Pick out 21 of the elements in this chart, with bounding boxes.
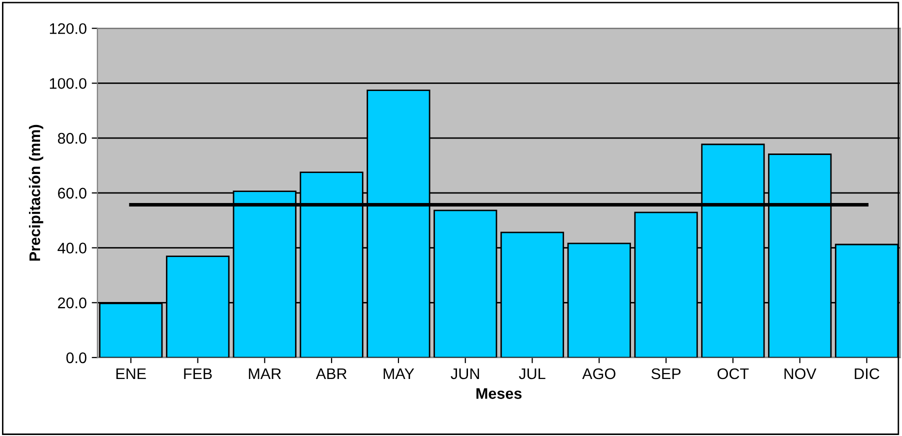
- x-tick-label: MAY: [384, 368, 414, 380]
- x-tick-label: ABR: [316, 368, 347, 380]
- x-tick-label: DIC: [854, 368, 880, 380]
- x-tick-label: SEP: [651, 368, 681, 380]
- y-tick-label: 40.0: [58, 242, 86, 254]
- x-tick-label: NOV: [784, 368, 816, 380]
- y-tick-label: 0.0: [66, 352, 86, 364]
- y-tick-label: 80.0: [58, 132, 86, 144]
- x-tick-label: ENE: [116, 368, 146, 380]
- x-tick-label: MAR: [248, 368, 281, 380]
- x-axis-title: Meses: [476, 388, 522, 399]
- y-tick-label: 60.0: [58, 188, 86, 199]
- y-tick-label: 100.0: [50, 78, 86, 89]
- y-tick-label: 120.0: [50, 23, 86, 34]
- x-tick-label: JUL: [518, 368, 546, 380]
- x-tick-label: OCT: [718, 368, 749, 380]
- x-tick-label: AGO: [582, 368, 616, 380]
- y-axis-title: Precipitación (mm): [28, 124, 44, 261]
- y-tick-label: 20.0: [58, 298, 86, 308]
- x-tick-label: FEB: [184, 368, 212, 380]
- x-tick-label: JUN: [450, 368, 479, 380]
